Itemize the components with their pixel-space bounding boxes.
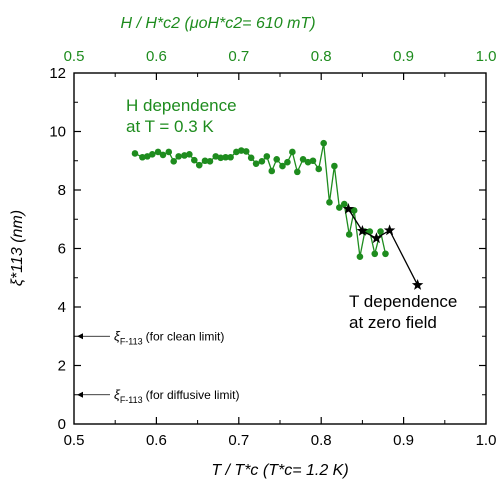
top-axis-title: H / H*c2 (μoH*c2= 610 mT) — [120, 15, 315, 32]
data-point-h-dependence — [195, 161, 203, 169]
data-point-h-dependence — [227, 153, 234, 161]
data-point-h-dependence — [252, 160, 260, 167]
tick-group: 0.5 0.6 0.7 0.8 0.9 1.0 0.5 0.6 0.7 0.8 0.9 1.0 0 2 4 6… — [49, 48, 496, 449]
data-point-h-dependence — [206, 158, 214, 165]
data-point-h-dependence — [315, 165, 323, 173]
y-tick-label: 2 — [58, 358, 66, 375]
data-point-t-dependence-star — [356, 224, 369, 236]
y-tick-label: 12 — [49, 65, 66, 82]
top-x-tick-label: 0.5 — [64, 48, 85, 65]
annotation-t-dependence: T dependence at zero field — [349, 292, 462, 332]
top-x-tick-label: 0.8 — [311, 48, 332, 65]
x-tick-label: 0.9 — [393, 432, 414, 449]
x-tick-label: 0.8 — [311, 432, 332, 449]
top-axis-title-text: H / H*c2 (μoH*c2= 610 mT) — [120, 15, 315, 32]
data-point-h-dependence — [263, 153, 271, 160]
annotation-h-dependence: H dependence at T = 0.3 K — [126, 96, 241, 136]
data-point-h-dependence — [159, 151, 167, 159]
data-point-h-dependence — [237, 147, 245, 154]
x-tick-label: 0.5 — [64, 432, 85, 449]
data-point-h-dependence — [222, 153, 229, 161]
data-point-h-dependence — [284, 158, 291, 166]
reference-symbol: ξ — [114, 387, 121, 402]
data-point-h-dependence — [371, 250, 379, 258]
y-axis-title: ξ*113 (nm) — [9, 210, 26, 286]
data-point-t-dependence-star — [383, 224, 396, 236]
data-point-h-dependence — [366, 228, 374, 235]
reference-subscript: F-113 — [120, 336, 143, 346]
x-axis-title-text: T / T*c (T*c= 1.2 K) — [211, 462, 348, 479]
reference-note: (for diffusive limit) — [146, 388, 240, 402]
data-point-t-dependence-star — [342, 203, 355, 214]
data-point-h-dependence — [345, 231, 353, 238]
data-point-h-dependence — [242, 148, 250, 155]
x-tick-label: 0.7 — [228, 432, 249, 449]
data-point-h-dependence — [247, 154, 255, 162]
x-tick-label: 0.6 — [146, 432, 167, 449]
reference-note: (for clean limit) — [146, 329, 225, 343]
data-point-h-dependence — [340, 200, 348, 208]
top-x-tick-label: 0.6 — [146, 48, 167, 65]
y-tick-label: 8 — [58, 182, 66, 199]
data-point-h-dependence — [382, 250, 389, 258]
data-point-t-dependence-star — [370, 232, 383, 244]
data-point-h-dependence — [258, 158, 266, 165]
series-group — [131, 139, 424, 290]
data-point-h-dependence — [350, 207, 358, 214]
data-point-h-dependence — [377, 228, 384, 235]
data-point-h-dependence — [201, 157, 209, 165]
data-point-h-dependence — [289, 148, 296, 156]
data-point-h-dependence — [273, 155, 281, 163]
reference-subscript: F-113 — [120, 395, 143, 405]
data-point-h-dependence — [148, 151, 156, 158]
data-point-h-dependence — [279, 162, 286, 170]
data-point-h-dependence — [320, 139, 327, 147]
data-point-h-dependence — [139, 153, 146, 161]
x-axis-title: T / T*c (T*c= 1.2 K) — [211, 462, 348, 479]
data-point-h-dependence — [326, 198, 333, 206]
data-point-h-dependence — [356, 253, 364, 260]
data-point-h-dependence — [191, 156, 198, 164]
y-tick-label: 10 — [49, 124, 66, 141]
top-x-tick-label: 0.7 — [228, 48, 249, 65]
reference-label: ξF-113 (for diffusive limit) — [114, 387, 239, 405]
top-x-tick-label: 1.0 — [476, 48, 497, 65]
data-point-h-dependence — [268, 167, 276, 175]
data-point-h-dependence — [217, 154, 224, 162]
data-point-h-dependence — [175, 153, 182, 160]
data-point-h-dependence — [131, 150, 139, 157]
data-point-t-dependence-star — [411, 279, 424, 290]
reference-arrowhead — [77, 333, 83, 340]
annotation-t-dependence-line2: at zero field — [349, 313, 437, 332]
y-tick-label: 6 — [58, 241, 66, 258]
top-x-tick-label: 0.9 — [393, 48, 414, 65]
data-point-h-dependence — [186, 151, 193, 158]
reference-arrowhead — [77, 391, 83, 398]
x-tick-label: 1.0 — [476, 432, 497, 449]
data-point-h-dependence — [181, 152, 188, 159]
data-point-h-dependence — [154, 148, 162, 156]
y-axis-title-text: ξ*113 (nm) — [9, 210, 26, 286]
data-point-h-dependence — [299, 155, 307, 163]
data-point-h-dependence — [331, 162, 338, 170]
reference-label: ξF-113 (for clean limit) — [114, 328, 224, 346]
annotation-h-dependence-line2: at T = 0.3 K — [126, 117, 214, 136]
y-tick-label: 4 — [58, 299, 66, 316]
y-tick-label: 0 — [58, 416, 66, 433]
data-point-h-dependence — [294, 168, 301, 176]
data-point-h-dependence — [309, 157, 317, 165]
data-point-h-dependence — [144, 153, 151, 160]
data-point-h-dependence — [165, 148, 173, 156]
data-point-h-dependence — [336, 204, 343, 211]
annotation-t-dependence-line1: T dependence — [349, 292, 457, 311]
annotation-h-dependence-line1: H dependence — [126, 96, 237, 115]
reference-symbol: ξ — [114, 328, 121, 343]
reference-lines: ξF-113 (for clean limit)ξF-113 (for diffus… — [77, 328, 239, 405]
data-point-h-dependence — [170, 158, 178, 165]
